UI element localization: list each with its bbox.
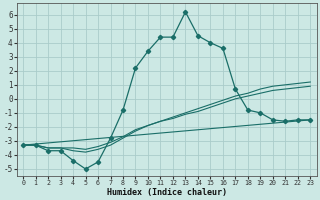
X-axis label: Humidex (Indice chaleur): Humidex (Indice chaleur) bbox=[107, 188, 227, 197]
